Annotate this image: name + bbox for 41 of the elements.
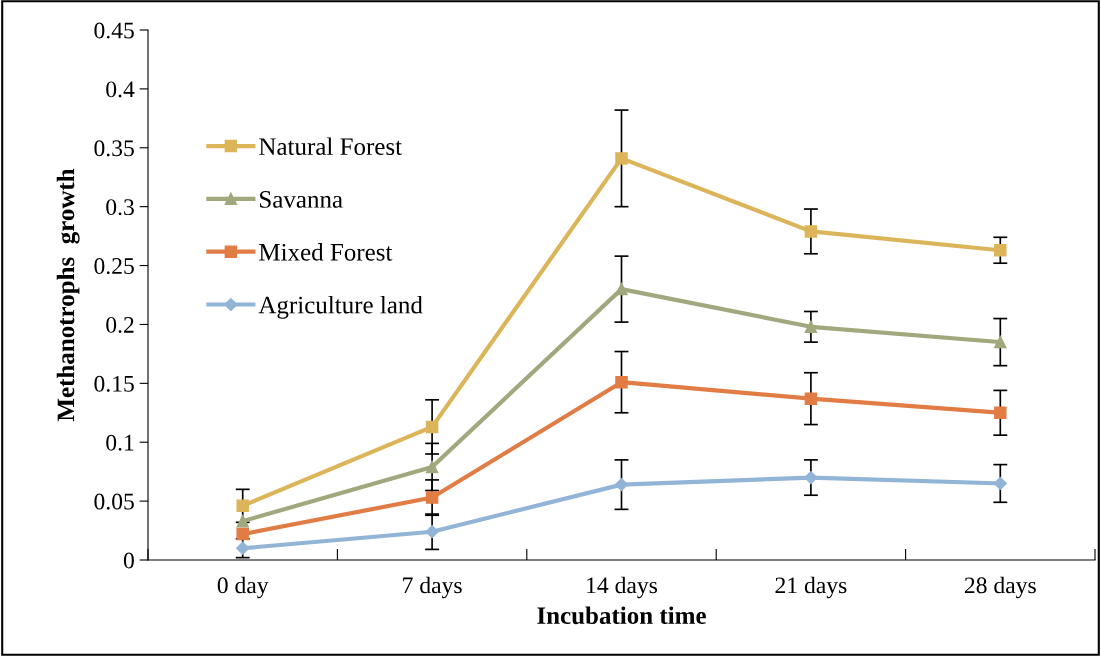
x-tick-label: 28 days xyxy=(964,576,1036,599)
x-axis-title: Incubation time xyxy=(537,606,706,625)
point xyxy=(236,514,249,528)
x-tick-label: 0 day xyxy=(217,576,269,599)
y-tick-label: 0.1 xyxy=(106,434,134,451)
y-tick-label: 0.35 xyxy=(94,140,134,157)
point xyxy=(615,152,628,165)
legend-label: Savanna xyxy=(260,191,343,208)
y-tick-label: 0.25 xyxy=(94,258,134,275)
y-tick-label: 0.05 xyxy=(94,493,134,510)
point xyxy=(425,420,439,434)
y-tick-label: 0.3 xyxy=(106,199,134,216)
point xyxy=(804,320,818,334)
point xyxy=(236,541,250,555)
point xyxy=(425,460,439,474)
point xyxy=(615,375,628,389)
point xyxy=(994,335,1007,349)
y-axis-title: Methanotrophs growth xyxy=(56,168,80,422)
y-tick-label: 0.45 xyxy=(94,22,134,39)
x-tick-label: 14 days xyxy=(587,576,658,599)
point xyxy=(236,527,249,541)
point xyxy=(993,476,1007,491)
point xyxy=(804,225,818,238)
legend-label: Mixed Forest xyxy=(259,243,393,261)
y-tick-label: 0.15 xyxy=(94,375,134,392)
y-tick-label: 0.2 xyxy=(106,316,134,333)
point xyxy=(994,406,1007,420)
point xyxy=(425,525,439,539)
y-tick-label: 0.4 xyxy=(106,81,135,98)
point xyxy=(236,499,249,513)
point xyxy=(804,392,818,405)
point xyxy=(615,282,628,296)
x-tick-label: 21 days xyxy=(775,576,847,599)
legend-label: Natural Forest xyxy=(259,137,402,156)
point xyxy=(425,491,439,504)
legend-label: Agriculture land xyxy=(258,295,423,319)
point xyxy=(804,470,818,485)
x-tick-label: 7 days xyxy=(403,576,462,599)
point xyxy=(614,478,629,492)
y-tick-label: 0 xyxy=(123,552,134,569)
point xyxy=(994,243,1007,257)
